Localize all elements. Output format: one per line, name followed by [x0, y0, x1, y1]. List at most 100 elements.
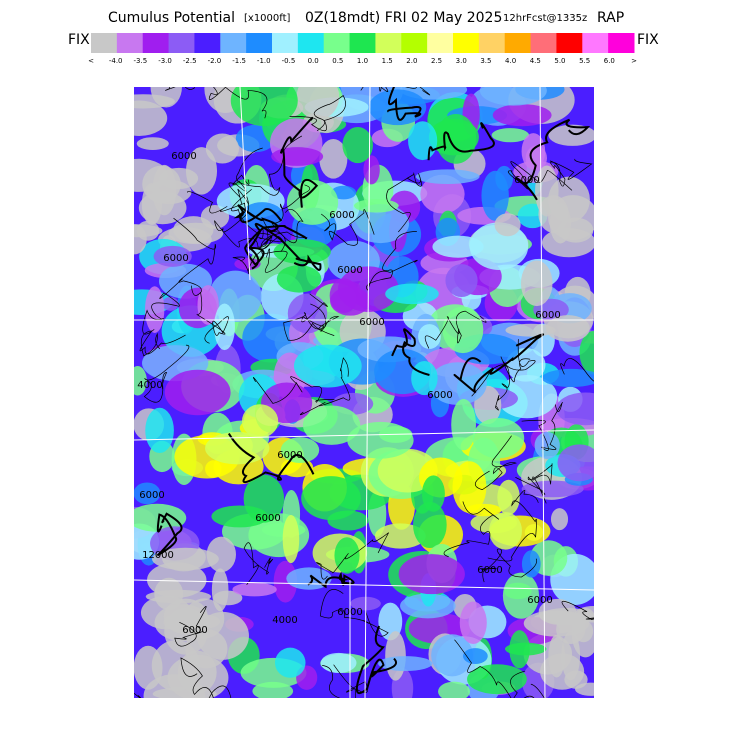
- contour-label: 6000: [139, 490, 164, 501]
- contour-label: 6000: [427, 390, 452, 401]
- contour-label: 6000: [477, 565, 502, 576]
- field-blob: [451, 398, 476, 451]
- field-blob: [319, 138, 348, 179]
- field-blob: [241, 404, 279, 438]
- contour-label: 6000: [182, 625, 207, 636]
- field-blob: [557, 444, 594, 482]
- color-swatch: [194, 33, 221, 53]
- field-blob: [205, 133, 239, 164]
- field-blob: [521, 480, 584, 498]
- color-swatch: [323, 33, 351, 53]
- contour-label: 6000: [255, 513, 280, 524]
- contour-line: [174, 606, 207, 647]
- colorbar-label: 2.0: [406, 57, 417, 65]
- field-blob: [282, 514, 300, 564]
- field-blob: [162, 296, 179, 311]
- field-blob: [497, 479, 520, 516]
- field-blob: [273, 560, 298, 603]
- field-blob: [293, 344, 362, 388]
- colorbar-label: 0.0: [308, 57, 319, 65]
- contour-line: [243, 542, 274, 585]
- field-blob: [213, 590, 243, 606]
- field-blob: [472, 417, 525, 459]
- contour-line: [481, 548, 538, 583]
- contour-line: [230, 188, 273, 250]
- color-swatch: [478, 33, 506, 53]
- field-blob: [504, 642, 547, 656]
- contour-label: 6000: [337, 607, 362, 618]
- field-blob: [489, 512, 522, 550]
- contour-label: 6000: [337, 265, 362, 276]
- field-blob: [413, 501, 447, 548]
- contour-label: 6000: [163, 253, 188, 264]
- contour-line: [260, 231, 308, 273]
- state-border: [239, 87, 251, 281]
- field-blob: [230, 87, 298, 127]
- contour-line: [521, 402, 563, 451]
- field-blob: [136, 220, 160, 241]
- field-blob: [134, 100, 168, 136]
- color-swatch: [556, 33, 583, 53]
- field-blob: [147, 562, 207, 598]
- color-swatch: [246, 33, 273, 53]
- contour-line: [156, 512, 183, 557]
- color-swatch: [608, 33, 635, 53]
- field-blob: [197, 285, 219, 325]
- color-swatch: [272, 33, 299, 53]
- contour-line: [249, 222, 322, 271]
- field-blob: [467, 664, 527, 695]
- field-blob: [479, 87, 547, 106]
- colorbar-label: 0.5: [332, 57, 343, 65]
- field-blob: [442, 306, 484, 354]
- contour-label: 6000: [527, 595, 552, 606]
- contour-line: [561, 600, 594, 620]
- field-blob: [579, 330, 594, 375]
- field-blob: [556, 392, 594, 426]
- color-swatch: [375, 33, 402, 53]
- field-blob: [428, 362, 487, 406]
- field-blob: [134, 365, 147, 396]
- colorbar-label: 4.0: [505, 57, 516, 65]
- contour-line: [454, 639, 526, 698]
- fix-left: FIX: [68, 32, 90, 48]
- colorbar-label: 3.5: [480, 57, 491, 65]
- field-blob: [564, 670, 588, 689]
- colorbar-label: -2.5: [183, 57, 197, 65]
- color-swatch: [427, 33, 454, 53]
- contour-line: [244, 224, 308, 270]
- field-blob: [438, 681, 471, 698]
- contour-line: [427, 122, 495, 161]
- field-blob: [296, 87, 340, 120]
- contour-line: [232, 227, 283, 274]
- field-blob: [502, 572, 540, 619]
- field-blob: [421, 475, 445, 512]
- colorbar-label: 6.0: [604, 57, 615, 65]
- fix-right: FIX: [637, 32, 659, 48]
- contour-line: [271, 184, 311, 244]
- colorbar: < -4.0 -3.5 -3.0 -2.5 -2.0 -1.5 -1.0 -0.5 0.0 0.5 1…: [88, 33, 637, 65]
- field-blob: [185, 147, 218, 195]
- contour-line: [560, 358, 594, 382]
- field-blob: [398, 554, 465, 595]
- field-blob: [145, 286, 165, 333]
- state-border: [134, 579, 594, 591]
- contour-line: [228, 174, 250, 205]
- contour-line: [173, 217, 216, 296]
- contour-line: [233, 204, 283, 233]
- map: [134, 87, 594, 698]
- contour-label: 6000: [329, 210, 354, 221]
- colorbar-label: >: [631, 57, 637, 65]
- units: [x1000ft]: [244, 13, 291, 24]
- title: Cumulus Potential: [108, 10, 235, 26]
- color-swatch: [582, 33, 609, 53]
- contour-label: 6000: [359, 317, 384, 328]
- field-blob: [368, 89, 427, 126]
- contour-line: [322, 664, 368, 698]
- contour-line: [252, 376, 335, 404]
- field-blob: [301, 476, 361, 521]
- colorbar-label: 4.5: [530, 57, 541, 65]
- color-swatch: [220, 33, 247, 53]
- contour-line: [279, 116, 319, 208]
- field-blob: [385, 283, 439, 305]
- contour-label: 4000: [272, 615, 297, 626]
